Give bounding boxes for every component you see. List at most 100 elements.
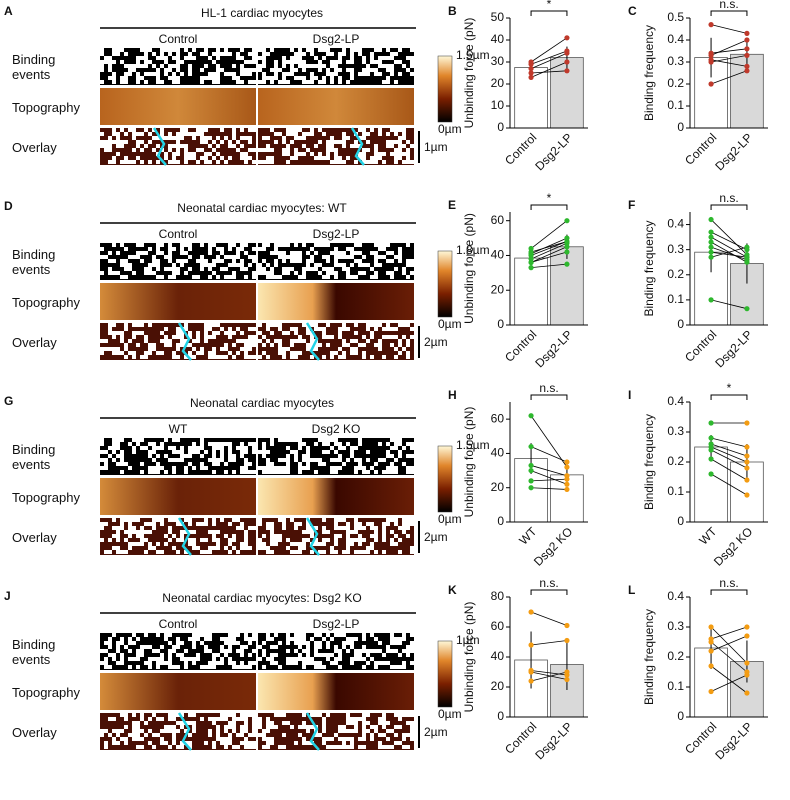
pair-line — [710, 39, 748, 56]
significance-bracket — [530, 394, 568, 400]
y-tick-label: 0 — [497, 317, 504, 331]
data-point — [708, 234, 714, 240]
overlay-pixels — [258, 518, 414, 554]
data-point — [564, 59, 570, 65]
data-point — [564, 459, 570, 465]
data-point — [744, 420, 750, 426]
panel-letter: B — [448, 4, 457, 18]
color-bar-min: 0µm — [438, 707, 462, 721]
pair-line — [531, 640, 567, 646]
pair-line — [710, 674, 748, 692]
data-point — [744, 52, 750, 59]
x-tick-label: Dsg2-LP — [712, 719, 755, 762]
pair-line — [530, 671, 568, 680]
topography-map — [100, 478, 256, 515]
significance-label: n.s. — [719, 191, 738, 205]
data-point — [564, 669, 570, 675]
data-point — [528, 259, 534, 266]
data-point — [708, 239, 714, 245]
panel-letter: K — [448, 583, 457, 597]
x-tick-label: Dsg2-LP — [532, 130, 575, 173]
data-point — [528, 485, 534, 491]
pair-line — [530, 470, 568, 485]
panel-letter: G — [4, 394, 13, 408]
row-label: Topography — [12, 100, 80, 115]
pair-line — [710, 446, 748, 463]
data-point — [564, 35, 570, 41]
data-point — [528, 249, 534, 255]
y-tick-label: 0 — [677, 317, 684, 331]
data-point — [528, 66, 534, 72]
data-point — [744, 477, 750, 483]
data-point — [708, 52, 714, 59]
data-point — [528, 74, 534, 80]
panel-letter: D — [4, 199, 13, 213]
y-tick-label: 20 — [491, 282, 505, 296]
y-tick-label: 0.1 — [667, 98, 684, 112]
pair-line — [530, 242, 568, 260]
data-point — [528, 467, 534, 474]
data-point — [564, 48, 570, 54]
y-tick-label: 40 — [491, 649, 505, 663]
row-label: Overlay — [12, 335, 57, 350]
data-point — [744, 690, 750, 696]
data-point — [564, 476, 570, 482]
x-tick-label: Dsg2-LP — [532, 327, 575, 370]
data-point — [708, 648, 714, 654]
data-point — [564, 238, 570, 245]
pair-line — [530, 237, 568, 255]
y-axis-label: Unbinding force (pN) — [462, 18, 476, 129]
row-label: Binding events — [12, 247, 56, 277]
row-label: Overlay — [12, 530, 57, 545]
data-point — [528, 678, 534, 684]
y-tick-label: 0.1 — [667, 679, 684, 693]
topography-map — [258, 478, 414, 515]
color-bar-max: 1µm — [456, 633, 480, 647]
data-point — [744, 46, 750, 52]
data-point — [744, 492, 750, 498]
binding-pixels — [100, 48, 256, 84]
color-bar-max: 1.8µm — [456, 243, 490, 257]
y-tick-label: 0.4 — [667, 589, 684, 603]
data-point — [708, 456, 714, 462]
color-bar-min: 0µm — [438, 317, 462, 331]
data-point — [744, 306, 750, 312]
boundary-line — [305, 322, 320, 361]
significance-label: n.s. — [719, 576, 738, 590]
color-bar-min: 0µm — [438, 512, 462, 526]
boundary-line — [177, 712, 192, 751]
y-tick-label: 0.4 — [667, 217, 684, 231]
data-point — [744, 63, 750, 69]
data-point — [708, 244, 714, 250]
y-tick-label: 0.1 — [667, 484, 684, 498]
pair-line — [710, 626, 748, 664]
topography-map — [258, 673, 414, 710]
data-point — [564, 261, 570, 267]
data-point — [564, 464, 570, 470]
y-tick-label: 10 — [491, 98, 505, 112]
data-point — [708, 639, 714, 645]
binding-pixels — [100, 633, 256, 669]
significance-label: * — [727, 381, 732, 395]
data-point — [564, 68, 570, 74]
data-point — [708, 22, 714, 28]
color-bar-max: 1.5µm — [456, 48, 490, 62]
color-bar-max: 1.5µm — [456, 438, 490, 452]
pair-line — [710, 299, 748, 310]
x-tick-label: WT — [696, 524, 720, 548]
pair-line — [710, 635, 748, 652]
y-tick-label: 60 — [491, 619, 505, 633]
y-tick-label: 20 — [491, 679, 505, 693]
boundary-line — [177, 517, 192, 556]
pair-line — [711, 48, 747, 54]
significance-label: n.s. — [539, 576, 558, 590]
y-tick-label: 40 — [491, 248, 505, 262]
pair-line — [530, 37, 568, 63]
data-point — [744, 453, 750, 459]
data-point — [744, 633, 750, 639]
panel-letter: F — [628, 198, 635, 212]
overlay-pixels — [100, 518, 256, 554]
row-label: Topography — [12, 490, 80, 505]
scale-bar-label: 2µm — [424, 335, 448, 349]
y-tick-label: 0.2 — [667, 649, 684, 663]
